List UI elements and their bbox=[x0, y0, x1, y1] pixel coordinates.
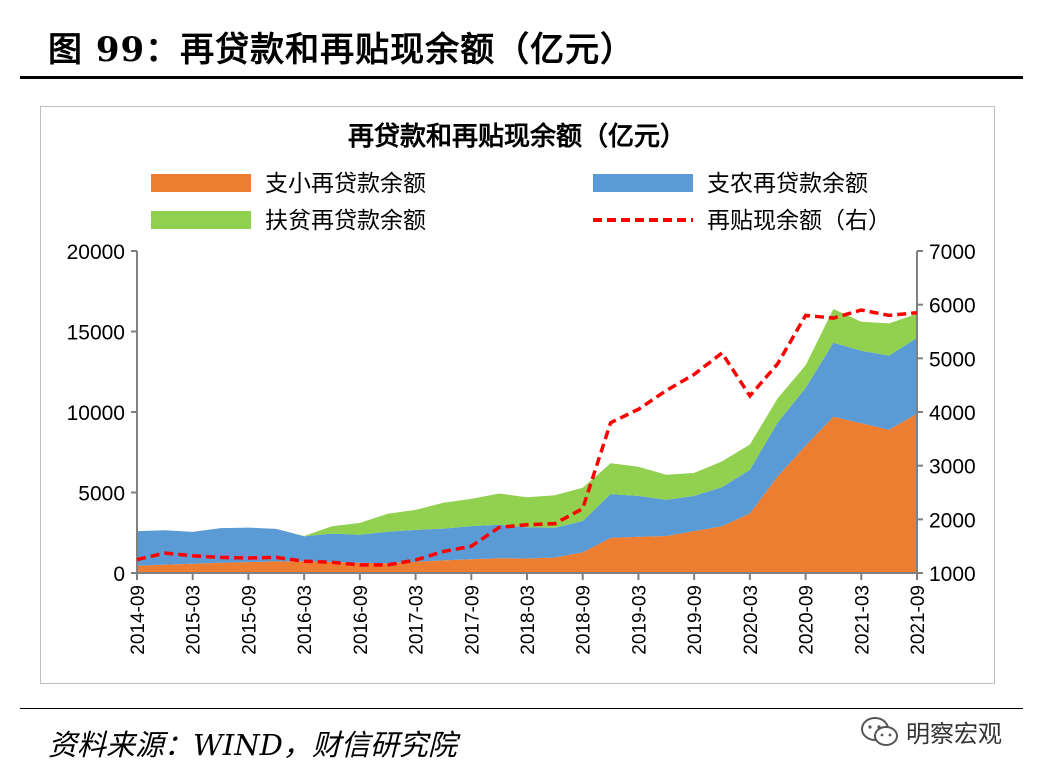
x-tick-label: 2017-03 bbox=[407, 585, 428, 655]
x-tick-label: 2015-03 bbox=[184, 585, 205, 655]
legend-swatch bbox=[151, 211, 251, 229]
area-扶贫再贷款余额 bbox=[137, 309, 917, 537]
legend-item: 扶贫再贷款余额 bbox=[151, 208, 426, 234]
wechat-icon bbox=[861, 716, 898, 746]
x-tick-label: 2018-03 bbox=[518, 585, 539, 655]
chart-frame: 再贷款和再贴现余额（亿元） 支小再贷款余额 支农再贷款余额扶贫再贷款余额 再贴现余额… bbox=[40, 106, 995, 684]
legend-label: 扶贫再贷款余额 bbox=[265, 208, 426, 234]
x-tick-label: 2015-09 bbox=[239, 585, 260, 655]
x-tick-label: 2017-09 bbox=[462, 585, 483, 655]
left-tick-label: 10000 bbox=[67, 402, 125, 425]
left-tick-label: 20000 bbox=[67, 241, 125, 264]
watermark-text: 明察宏观 bbox=[906, 720, 1002, 748]
x-tick-label: 2019-09 bbox=[685, 585, 706, 655]
chart-title: 再贷款和再贴现余额（亿元） bbox=[348, 121, 686, 152]
axes: 0 5000 10000 15000 20000 1000 2000 3000 4000 5000… bbox=[67, 241, 976, 655]
area-支小再贷款余额 bbox=[137, 413, 917, 573]
footer-divider bbox=[20, 708, 1023, 709]
right-tick-label: 5000 bbox=[929, 348, 976, 371]
right-tick-label: 1000 bbox=[929, 563, 976, 586]
left-tick-label: 5000 bbox=[78, 483, 125, 506]
page-title: 图 99：再贷款和再贴现余额（亿元） bbox=[48, 30, 636, 70]
right-tick-label: 6000 bbox=[929, 295, 976, 318]
x-tick-label: 2021-03 bbox=[852, 585, 873, 655]
title-divider bbox=[20, 76, 1023, 79]
legend-item: 再贴现余额（右） bbox=[593, 208, 891, 234]
right-tick-label: 7000 bbox=[929, 241, 976, 264]
x-tick-label: 2020-03 bbox=[741, 585, 762, 655]
area-支农再贷款余额 bbox=[137, 337, 917, 566]
line-再贴现余额（右） bbox=[136, 308, 918, 567]
x-tick-label: 2014-09 bbox=[128, 585, 149, 655]
legend-item: 支农再贷款余额 bbox=[593, 171, 868, 197]
right-tick-label: 4000 bbox=[929, 402, 976, 425]
watermark: 明察宏观 bbox=[860, 714, 1002, 749]
area-series bbox=[137, 309, 917, 573]
legend-swatch bbox=[593, 174, 693, 192]
left-tick-label: 15000 bbox=[67, 322, 125, 345]
x-tick-label: 2016-09 bbox=[351, 585, 372, 655]
line-series bbox=[136, 308, 918, 567]
source-note: 资料来源：WIND，财信研究院 bbox=[48, 728, 457, 762]
legend-swatch bbox=[151, 174, 251, 192]
legend-item: 支小再贷款余额 bbox=[151, 171, 426, 197]
x-tick-label: 2021-09 bbox=[908, 585, 929, 655]
x-tick-label: 2020-09 bbox=[797, 585, 818, 655]
x-tick-label: 2018-09 bbox=[574, 585, 595, 655]
x-tick-label: 2016-03 bbox=[295, 585, 316, 655]
legend-label: 支小再贷款余额 bbox=[265, 171, 426, 197]
legend-label: 支农再贷款余额 bbox=[707, 171, 868, 197]
right-tick-label: 3000 bbox=[929, 456, 976, 479]
legend-label: 再贴现余额（右） bbox=[707, 208, 891, 234]
x-tick-label: 2019-03 bbox=[629, 585, 650, 655]
left-tick-label: 0 bbox=[113, 563, 125, 586]
right-tick-label: 2000 bbox=[929, 509, 976, 532]
